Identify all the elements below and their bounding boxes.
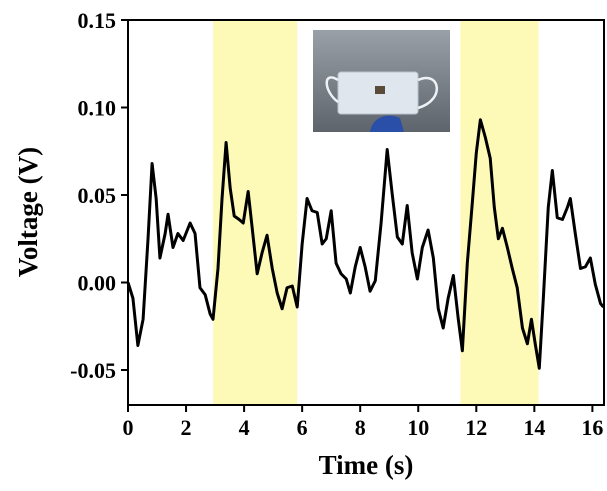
line-layer <box>126 118 605 370</box>
y-tick-label: -0.05 <box>70 358 116 383</box>
y-tick-label: 0.00 <box>78 271 117 296</box>
y-tick-label: 0.15 <box>78 8 117 33</box>
x-tick-label: 2 <box>181 415 192 440</box>
inset-photo <box>313 30 450 132</box>
shade-layer <box>213 20 539 405</box>
plot-frame <box>127 19 605 406</box>
glove <box>370 115 404 132</box>
x-tick-label: 4 <box>239 415 250 440</box>
mask-strap <box>325 76 438 110</box>
tick-layer: 0 2 4 6 8 10 12 14 16 -0.05 0.00 0.05 0.10 0.15 <box>70 8 603 440</box>
x-tick-label: 0 <box>123 415 134 440</box>
x-tick-label: 10 <box>407 415 429 440</box>
shaded-region <box>213 20 298 405</box>
y-tick-label: 0.05 <box>78 183 117 208</box>
x-tick-label: 14 <box>523 415 545 440</box>
data-line <box>126 118 605 370</box>
x-tick-label: 12 <box>465 415 487 440</box>
x-tick-label: 8 <box>355 415 366 440</box>
sensor <box>375 86 385 94</box>
y-axis-title: Voltage (V) <box>13 147 43 277</box>
x-axis-title: Time (s) <box>319 450 414 480</box>
x-tick-label: 6 <box>297 415 308 440</box>
y-tick-label: 0.10 <box>78 96 117 121</box>
x-tick-label: 16 <box>581 415 603 440</box>
